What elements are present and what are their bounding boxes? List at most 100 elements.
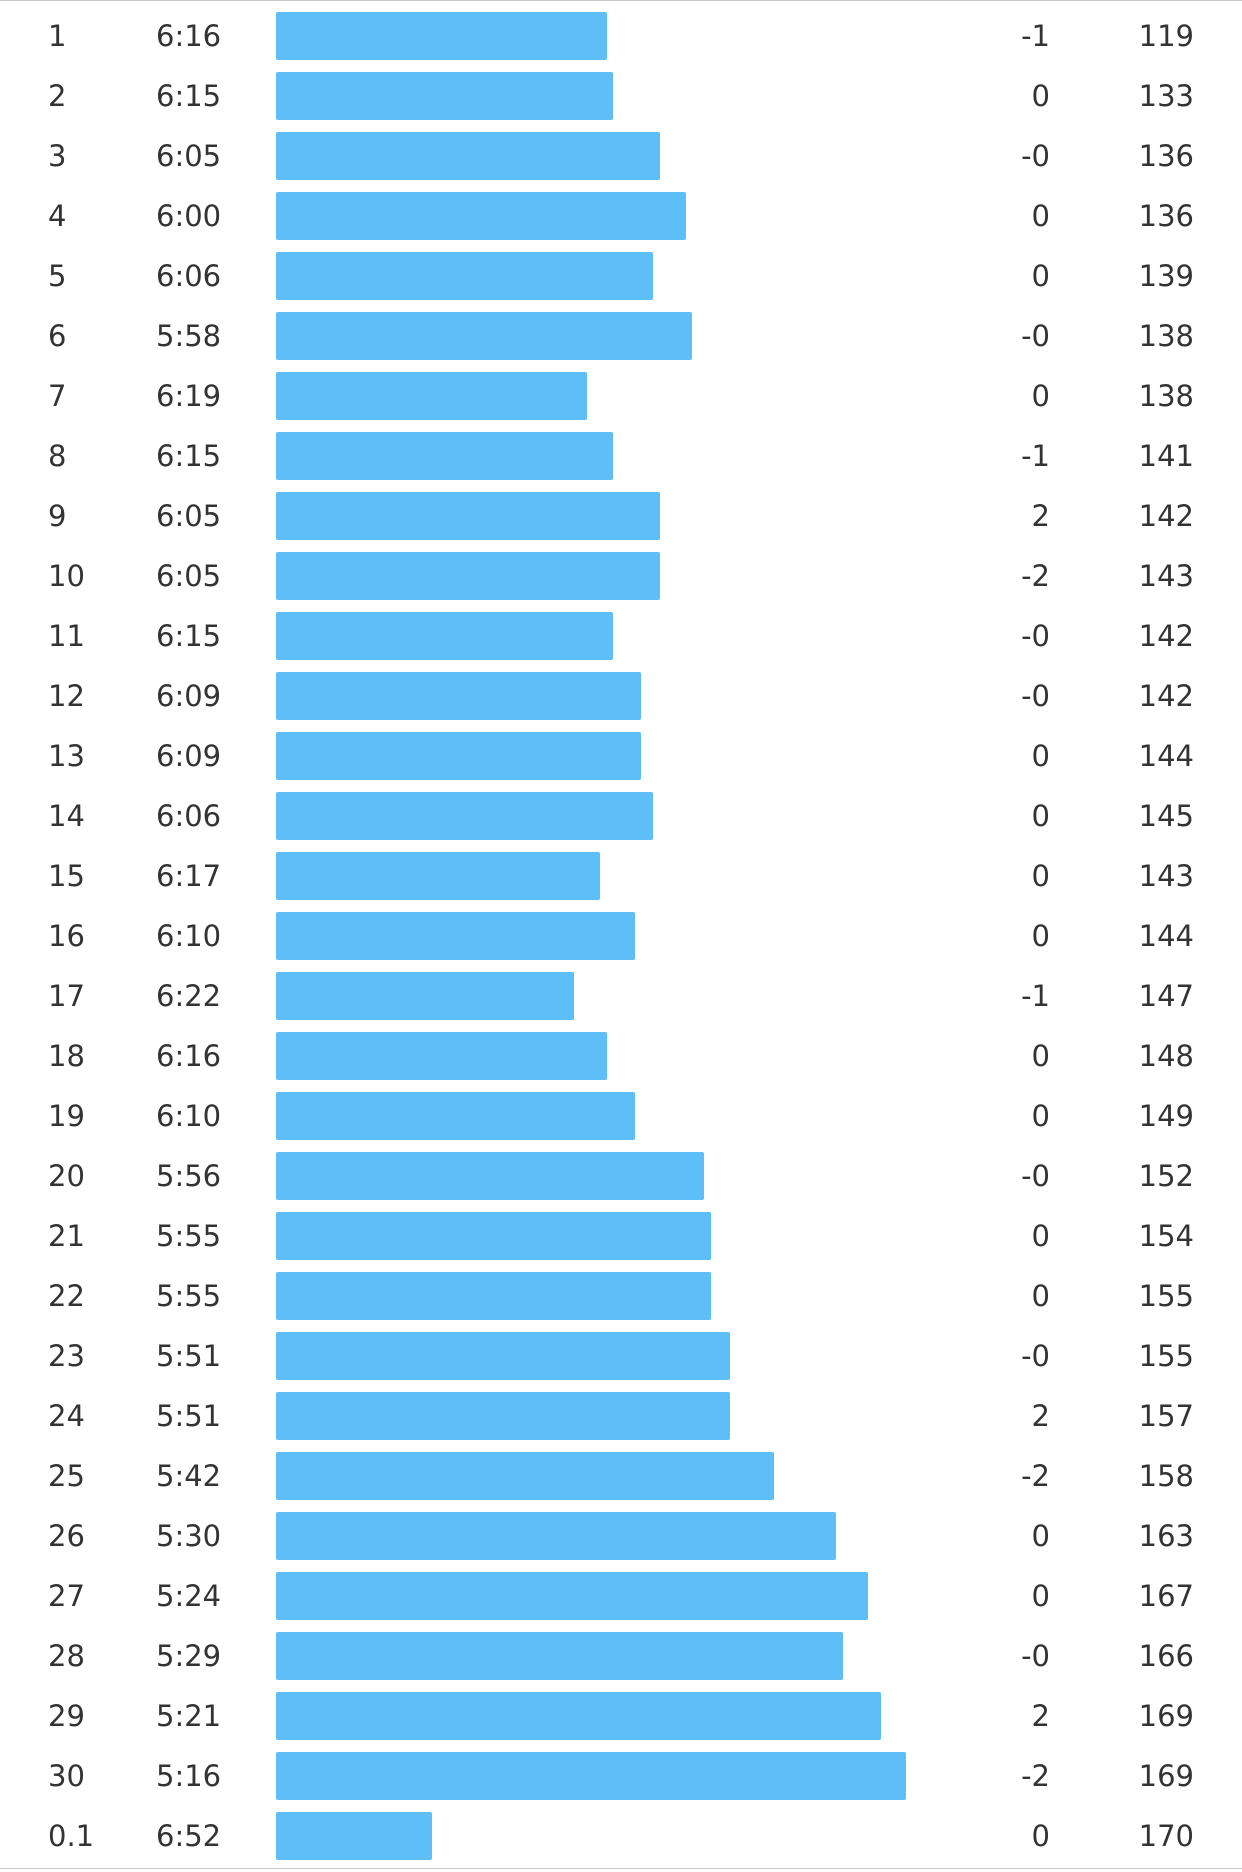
pace-bar (276, 1272, 711, 1320)
split-heart-rate: 169 (1138, 1759, 1194, 1793)
pace-bar (276, 312, 692, 360)
split-heart-rate: 149 (1138, 1099, 1194, 1133)
split-row: 18 6:16 0 148 (0, 1020, 1242, 1080)
split-heart-rate: 152 (1138, 1159, 1194, 1193)
split-km-label: 5 (48, 259, 67, 293)
split-elevation: 0 (1031, 1579, 1050, 1613)
split-heart-rate: 167 (1138, 1579, 1194, 1613)
split-pace: 6:15 (156, 619, 222, 653)
split-km-label: 10 (48, 559, 85, 593)
split-heart-rate: 155 (1138, 1339, 1194, 1373)
split-km-label: 25 (48, 1459, 85, 1493)
split-km-label: 18 (48, 1039, 85, 1073)
split-heart-rate: 139 (1138, 259, 1194, 293)
split-elevation: 0 (1031, 799, 1050, 833)
split-pace: 6:05 (156, 139, 222, 173)
split-row: 7 6:19 0 138 (0, 360, 1242, 420)
split-km-label: 29 (48, 1699, 85, 1733)
split-row: 1 6:16 -1 119 (0, 0, 1242, 60)
split-km-label: 13 (48, 739, 85, 773)
split-pace: 6:00 (156, 199, 222, 233)
split-row: 20 5:56 -0 152 (0, 1140, 1242, 1200)
split-elevation: 0 (1031, 1099, 1050, 1133)
split-heart-rate: 169 (1138, 1699, 1194, 1733)
split-pace: 6:10 (156, 919, 222, 953)
pace-bar (276, 612, 613, 660)
split-pace: 5:42 (156, 1459, 222, 1493)
split-pace: 6:16 (156, 1039, 222, 1073)
split-row: 2 6:15 0 133 (0, 60, 1242, 120)
split-row: 14 6:06 0 145 (0, 780, 1242, 840)
split-row: 8 6:15 -1 141 (0, 420, 1242, 480)
split-heart-rate: 147 (1138, 979, 1194, 1013)
pace-bar (276, 1452, 774, 1500)
pace-bar (276, 912, 635, 960)
split-km-label: 2 (48, 79, 67, 113)
pace-bar (276, 132, 660, 180)
split-km-label: 11 (48, 619, 85, 653)
split-row: 5 6:06 0 139 (0, 240, 1242, 300)
split-pace: 5:24 (156, 1579, 222, 1613)
pace-bar (276, 1152, 704, 1200)
split-km-label: 9 (48, 499, 67, 533)
split-km-label: 27 (48, 1579, 85, 1613)
pace-bar (276, 792, 653, 840)
split-heart-rate: 170 (1138, 1819, 1194, 1853)
split-km-label: 7 (48, 379, 67, 413)
pace-bar (276, 1812, 432, 1860)
split-row: 21 5:55 0 154 (0, 1200, 1242, 1260)
split-elevation: -0 (1021, 319, 1050, 353)
split-elevation: 0 (1031, 1819, 1050, 1853)
split-row: 26 5:30 0 163 (0, 1500, 1242, 1560)
pace-bar (276, 1632, 843, 1680)
split-km-label: 17 (48, 979, 85, 1013)
split-pace: 5:51 (156, 1399, 222, 1433)
pace-bar (276, 432, 613, 480)
split-km-label: 21 (48, 1219, 85, 1253)
split-elevation: 0 (1031, 79, 1050, 113)
split-row: 27 5:24 0 167 (0, 1560, 1242, 1620)
split-pace: 5:16 (156, 1759, 222, 1793)
split-elevation: -0 (1021, 1639, 1050, 1673)
split-row: 11 6:15 -0 142 (0, 600, 1242, 660)
split-heart-rate: 138 (1138, 379, 1194, 413)
split-row: 16 6:10 0 144 (0, 900, 1242, 960)
split-heart-rate: 158 (1138, 1459, 1194, 1493)
split-km-label: 28 (48, 1639, 85, 1673)
split-elevation: -0 (1021, 1339, 1050, 1373)
split-heart-rate: 141 (1138, 439, 1194, 473)
split-elevation: -2 (1021, 1459, 1050, 1493)
split-km-label: 4 (48, 199, 67, 233)
split-elevation: 0 (1031, 259, 1050, 293)
split-pace: 6:16 (156, 19, 222, 53)
split-heart-rate: 155 (1138, 1279, 1194, 1313)
split-row: 19 6:10 0 149 (0, 1080, 1242, 1140)
split-pace: 5:30 (156, 1519, 222, 1553)
split-elevation: 0 (1031, 1039, 1050, 1073)
split-km-label: 1 (48, 19, 67, 53)
split-pace: 5:55 (156, 1219, 222, 1253)
split-heart-rate: 143 (1138, 859, 1194, 893)
split-heart-rate: 144 (1138, 739, 1194, 773)
split-elevation: 2 (1031, 499, 1050, 533)
split-elevation: -1 (1021, 439, 1050, 473)
pace-bar (276, 252, 653, 300)
split-km-label: 22 (48, 1279, 85, 1313)
split-pace: 5:56 (156, 1159, 222, 1193)
split-elevation: 0 (1031, 1519, 1050, 1553)
split-elevation: -0 (1021, 679, 1050, 713)
split-heart-rate: 154 (1138, 1219, 1194, 1253)
split-elevation: 0 (1031, 199, 1050, 233)
split-km-label: 24 (48, 1399, 85, 1433)
split-pace: 6:15 (156, 79, 222, 113)
split-elevation: -2 (1021, 1759, 1050, 1793)
pace-bar (276, 1332, 730, 1380)
pace-bar (276, 372, 587, 420)
pace-bar (276, 492, 660, 540)
split-elevation: -0 (1021, 139, 1050, 173)
split-row: 25 5:42 -2 158 (0, 1440, 1242, 1500)
split-pace: 6:15 (156, 439, 222, 473)
pace-bar (276, 672, 641, 720)
pace-bar (276, 1032, 607, 1080)
